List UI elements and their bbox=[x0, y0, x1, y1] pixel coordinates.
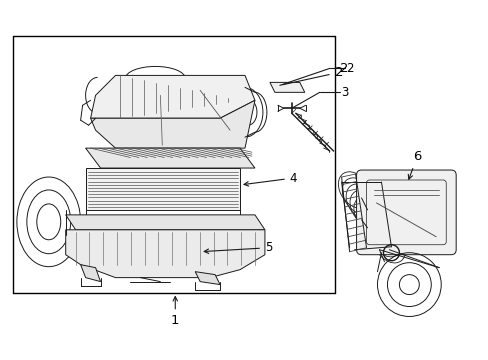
Polygon shape bbox=[65, 215, 264, 230]
Polygon shape bbox=[81, 265, 101, 282]
Text: 5: 5 bbox=[204, 241, 272, 254]
Text: 6: 6 bbox=[407, 150, 421, 179]
Polygon shape bbox=[269, 82, 304, 92]
FancyBboxPatch shape bbox=[356, 170, 455, 255]
Polygon shape bbox=[90, 75, 254, 118]
Text: 2: 2 bbox=[282, 66, 343, 85]
Text: 4: 4 bbox=[244, 171, 297, 186]
Polygon shape bbox=[85, 148, 254, 168]
Text: 1: 1 bbox=[171, 297, 179, 328]
Polygon shape bbox=[195, 272, 220, 285]
Polygon shape bbox=[65, 230, 264, 278]
Polygon shape bbox=[85, 168, 240, 210]
Text: 3: 3 bbox=[341, 86, 348, 99]
Text: 2: 2 bbox=[346, 62, 353, 75]
Text: 2: 2 bbox=[339, 62, 347, 75]
Polygon shape bbox=[90, 100, 254, 148]
